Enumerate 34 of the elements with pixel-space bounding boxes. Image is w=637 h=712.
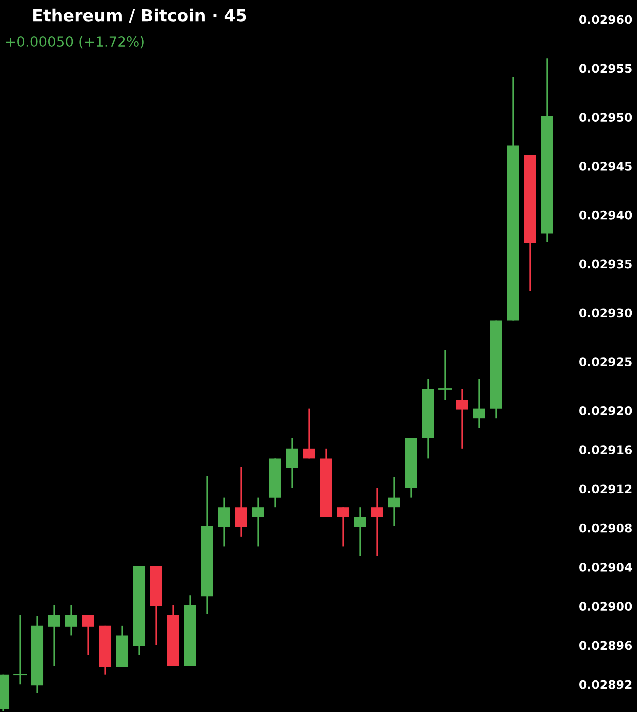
y-tick-label: 0.02916 xyxy=(580,446,632,455)
y-tick-label: 0.02945 xyxy=(580,162,632,171)
y-tick-label: 0.02900 xyxy=(580,602,632,612)
candlestick xyxy=(14,614,28,686)
y-tick-label: 0.02950 xyxy=(580,113,632,122)
y-tick-label: 0.02960 xyxy=(580,15,632,24)
y-tick-label: 0.02940 xyxy=(580,210,632,220)
candlestick xyxy=(456,388,468,450)
y-tick-label: 0.02935 xyxy=(580,260,632,269)
y-tick-label: 0.02925 xyxy=(580,358,632,367)
candlestick xyxy=(252,497,264,548)
y-tick-label: 0.02930 xyxy=(580,308,632,318)
candlestick xyxy=(337,506,350,548)
candlestick xyxy=(235,466,248,538)
candlestick xyxy=(388,476,400,527)
candlestick xyxy=(65,604,78,636)
candlestick xyxy=(303,408,316,460)
y-tick-label: 0.02955 xyxy=(580,64,632,74)
chart-title: Ethereum / Bitcoin · 45 xyxy=(34,8,246,24)
candlestick xyxy=(354,506,366,558)
candlestick xyxy=(286,437,298,489)
y-tick-label: 0.02908 xyxy=(580,524,632,533)
y-tick-label: 0.02912 xyxy=(580,484,632,494)
y-tick-label: 0.02896 xyxy=(580,641,632,650)
y-tick-label: 0.02904 xyxy=(580,562,632,572)
y-tick-label: 0.02920 xyxy=(580,406,632,416)
candlestick xyxy=(371,487,384,558)
candlestick xyxy=(473,378,486,430)
candlestick xyxy=(82,614,95,656)
candlestick xyxy=(438,349,452,401)
y-tick-label: 0.02892 xyxy=(580,680,632,690)
candlestick xyxy=(218,497,230,548)
candlestick xyxy=(48,604,61,667)
annotation: +0.00050 (+1.72%) xyxy=(6,36,144,49)
